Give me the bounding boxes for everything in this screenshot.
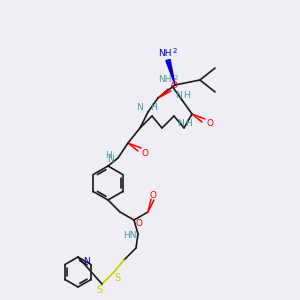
Text: O: O — [136, 220, 142, 229]
Text: 2: 2 — [174, 75, 178, 81]
Text: H: H — [150, 103, 157, 112]
Text: N: N — [82, 256, 89, 266]
Text: O: O — [206, 119, 214, 128]
Text: NH: NH — [158, 49, 172, 58]
Text: N: N — [177, 118, 183, 127]
Text: H: H — [105, 151, 112, 160]
Text: O: O — [142, 148, 148, 158]
Text: O: O — [149, 191, 157, 200]
Text: N: N — [175, 91, 182, 100]
Text: S: S — [96, 285, 102, 295]
Text: S: S — [114, 273, 120, 283]
Text: HN: HN — [123, 232, 137, 241]
Text: H: H — [183, 91, 189, 100]
Text: NH: NH — [158, 76, 172, 85]
Text: H: H — [184, 118, 191, 127]
Text: N: N — [107, 155, 114, 164]
Text: 2: 2 — [173, 48, 177, 54]
Text: O: O — [170, 82, 178, 91]
Text: N: N — [136, 103, 143, 112]
Polygon shape — [166, 59, 175, 85]
